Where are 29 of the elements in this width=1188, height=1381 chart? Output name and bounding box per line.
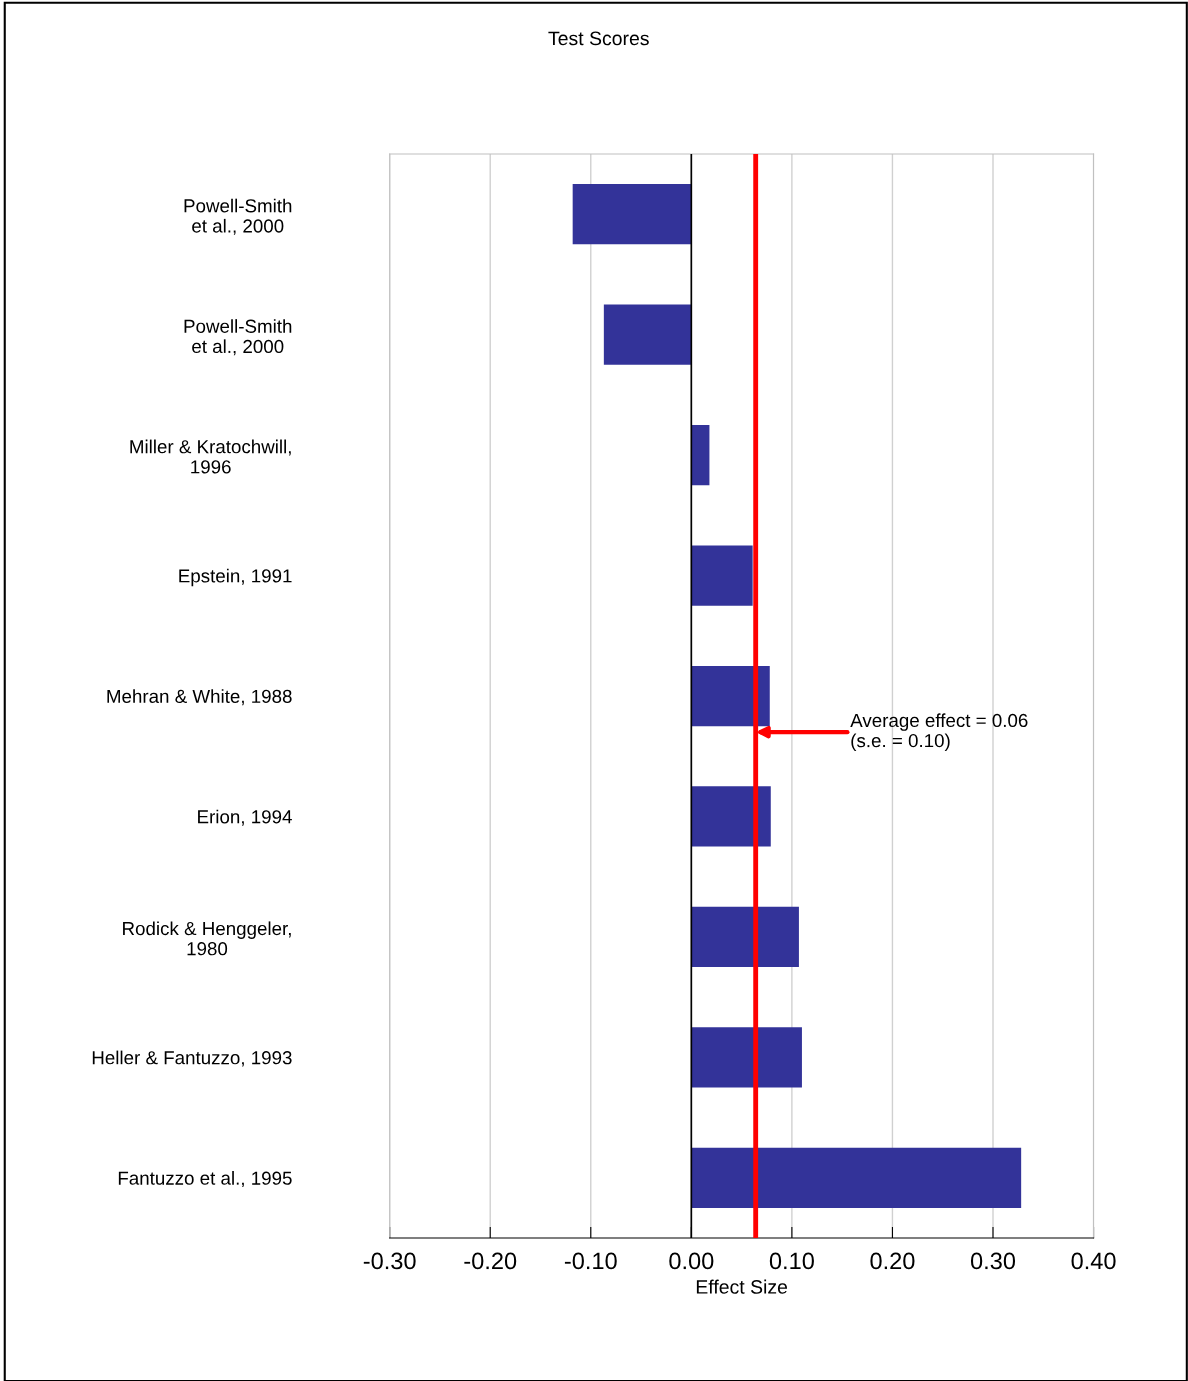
bar	[691, 1147, 1022, 1208]
bar	[691, 545, 753, 606]
x-tick-label: -0.10	[564, 1252, 617, 1270]
x-tick-label: -0.30	[363, 1252, 416, 1270]
x-tick-label: 0.30	[970, 1252, 1016, 1270]
ref-line-label: Average effect = 0.06 (s.e. = 0.10)	[850, 713, 1028, 751]
bar	[691, 786, 771, 847]
bar	[572, 184, 692, 245]
chart-title: Test Scores	[548, 31, 649, 46]
y-tick-label: Heller & Fantuzzo, 1993	[92, 1050, 292, 1067]
x-tick-label: 0.40	[1071, 1252, 1116, 1270]
y-tick-label: Powell-Smith et al., 2000	[184, 198, 292, 235]
x-axis-title: Effect Size	[696, 1279, 788, 1294]
y-tick-label: Erion, 1994	[198, 809, 292, 826]
y-tick-label: Fantuzzo et al., 1995	[118, 1171, 292, 1188]
bar	[691, 425, 710, 486]
x-tick-label: -0.20	[464, 1252, 517, 1270]
x-tick-label: 0.00	[669, 1252, 714, 1270]
y-tick-label: Mehran & White, 1988	[107, 689, 292, 706]
x-tick-label: 0.20	[870, 1252, 915, 1270]
bar	[603, 304, 692, 365]
y-tick-label: Epstein, 1991	[179, 568, 292, 587]
bar	[691, 665, 770, 727]
x-tick-label: 0.10	[769, 1252, 814, 1270]
bar	[691, 1027, 802, 1088]
y-tick-label: Miller & Kratochwill, 1996	[130, 439, 291, 474]
y-tick-label: Rodick & Henggeler, 1980	[123, 921, 291, 956]
y-tick-label: Powell-Smith et al., 2000	[184, 319, 292, 356]
bar	[691, 906, 799, 968]
